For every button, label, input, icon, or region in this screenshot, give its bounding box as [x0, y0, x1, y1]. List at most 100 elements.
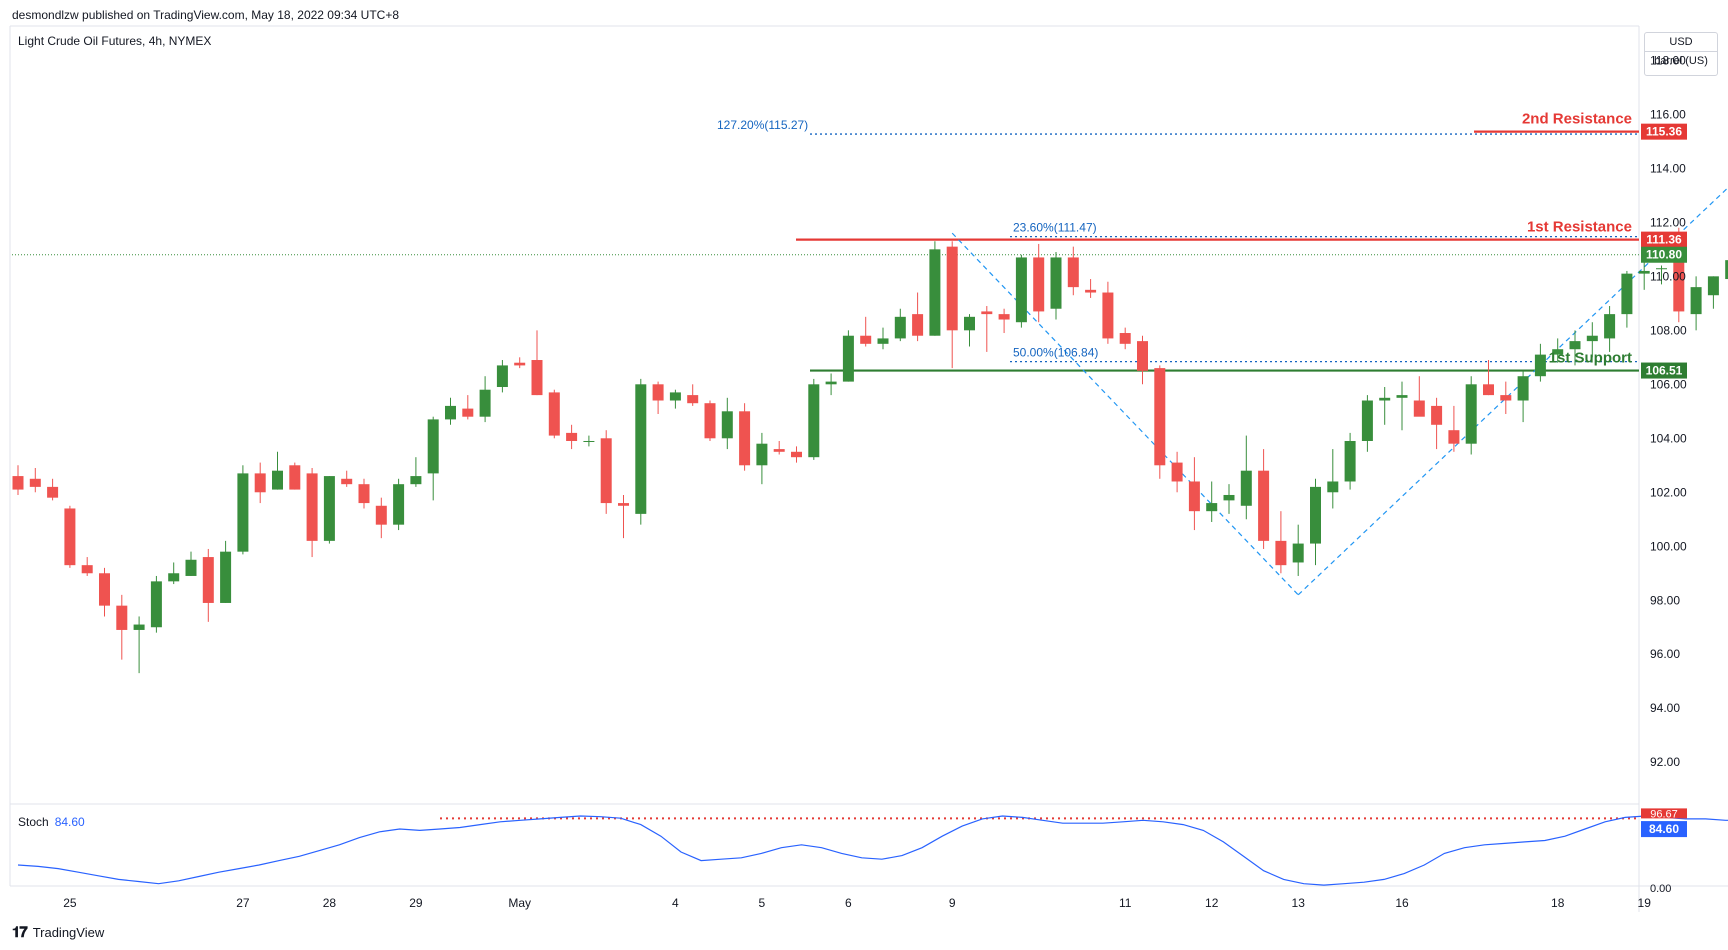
candle-body [1067, 257, 1079, 288]
y-tick-label: 98.00 [1650, 593, 1680, 607]
x-tick-label: 4 [672, 896, 679, 910]
candle-body [912, 314, 924, 336]
stoch-level-tag [1641, 808, 1687, 819]
candle-body [1344, 440, 1356, 482]
candle-body [1621, 273, 1633, 315]
candle-body [1725, 260, 1728, 280]
x-tick-label: 29 [409, 896, 423, 910]
candle-body [652, 384, 664, 401]
candle-body [341, 478, 353, 485]
candle-body [1379, 397, 1391, 401]
candle-body [1292, 543, 1304, 563]
candle-body [1465, 384, 1477, 444]
candle-body [410, 476, 422, 485]
candle-body [1310, 486, 1321, 544]
x-tick-label: 18 [1551, 896, 1565, 910]
y-tick-label: 104.00 [1650, 431, 1687, 445]
footer-brand[interactable]: 𝟏𝟕 TradingView [12, 924, 104, 941]
candle-body [1015, 257, 1027, 323]
x-tick-label: May [508, 896, 531, 910]
candle-body [929, 249, 941, 336]
symbol-title: Light Crude Oil Futures, 4h, NYMEX [18, 34, 212, 48]
level-price-tag-text: 111.36 [1646, 233, 1682, 247]
candle-body [1656, 268, 1667, 270]
candle-body [133, 624, 145, 630]
candle-body [791, 451, 802, 458]
candle-body [220, 551, 232, 603]
candle-body [306, 473, 318, 541]
candle-body [1240, 470, 1252, 506]
candle-body [1188, 481, 1200, 512]
candle-body [1275, 540, 1287, 566]
stoch-y-tick: 0.00 [1650, 883, 1671, 895]
level-price-tag [1641, 362, 1687, 379]
level-name-label: 1st Support [1549, 350, 1632, 367]
candle-body [1604, 314, 1616, 339]
candle-body [272, 470, 283, 490]
candle-body [600, 438, 612, 504]
candle-body [756, 443, 768, 466]
candle-body [964, 316, 975, 331]
candle-body [1033, 257, 1045, 312]
candle-body [1534, 354, 1546, 377]
stoch-legend-value: 84.60 [54, 815, 85, 829]
candle-body [1206, 503, 1218, 512]
candle-body [531, 360, 543, 396]
x-tick-label: 27 [236, 896, 250, 910]
fib-level-label: 50.00%(106.84) [1013, 346, 1098, 360]
candle-body [1483, 384, 1494, 396]
candle-body [583, 440, 595, 442]
candle-body [739, 411, 751, 466]
level-price-tag-text: 115.36 [1646, 125, 1682, 139]
y-tick-label: 102.00 [1650, 485, 1687, 499]
y-tick-label: 116.00 [1650, 107, 1686, 121]
candle-body [237, 473, 249, 552]
candle-body [566, 432, 578, 441]
candle-body [1431, 405, 1443, 425]
stoch-value-tag-text: 84.60 [1649, 822, 1679, 836]
candle-body [808, 384, 820, 458]
candle-body [393, 484, 405, 525]
candle-body [445, 405, 456, 420]
x-tick-label: 9 [949, 896, 956, 910]
stoch-line [17, 815, 1728, 886]
candle-body [254, 473, 266, 493]
candle-body [669, 392, 681, 401]
candle-body [462, 408, 474, 417]
candle-body [998, 314, 1010, 320]
x-tick-label: 16 [1395, 896, 1409, 910]
last-price-tag [1641, 246, 1687, 263]
candle-body [1171, 462, 1183, 482]
candle-body [1223, 494, 1235, 501]
candle-body [99, 573, 110, 606]
y-tick-label: 92.00 [1650, 755, 1680, 769]
currency-unit-box[interactable]: USD barrel (US) [1644, 32, 1718, 76]
candle-body [12, 476, 24, 490]
x-tick-label: 11 [1119, 896, 1132, 910]
x-tick-label: 19 [1638, 896, 1652, 910]
y-tick-label: 110.00 [1650, 269, 1686, 283]
candle-body [1500, 395, 1512, 401]
level-name-label: 1st Resistance [1527, 219, 1632, 236]
y-tick-label: 108.00 [1650, 323, 1687, 337]
candle-body [704, 403, 716, 439]
stoch-level-tag-text: 96.67 [1650, 808, 1678, 820]
candle-body [548, 392, 560, 436]
unit-label: barrel (US) [1654, 55, 1708, 67]
fib-trendline [951, 232, 1299, 596]
candle-body [1638, 270, 1650, 274]
candle-body [721, 411, 733, 439]
candle-body [1569, 341, 1581, 350]
candle-body [877, 338, 889, 344]
candle-body [47, 486, 59, 498]
candle-body [358, 484, 370, 504]
candle-body [1552, 349, 1564, 355]
y-tick-label: 94.00 [1650, 701, 1680, 715]
candle-body [1690, 287, 1702, 315]
y-tick-label: 118.00 [1650, 53, 1686, 67]
candle-body [168, 573, 180, 582]
candle-body [1413, 400, 1425, 417]
stoch-value-tag [1641, 821, 1687, 838]
candle-body [860, 335, 872, 344]
